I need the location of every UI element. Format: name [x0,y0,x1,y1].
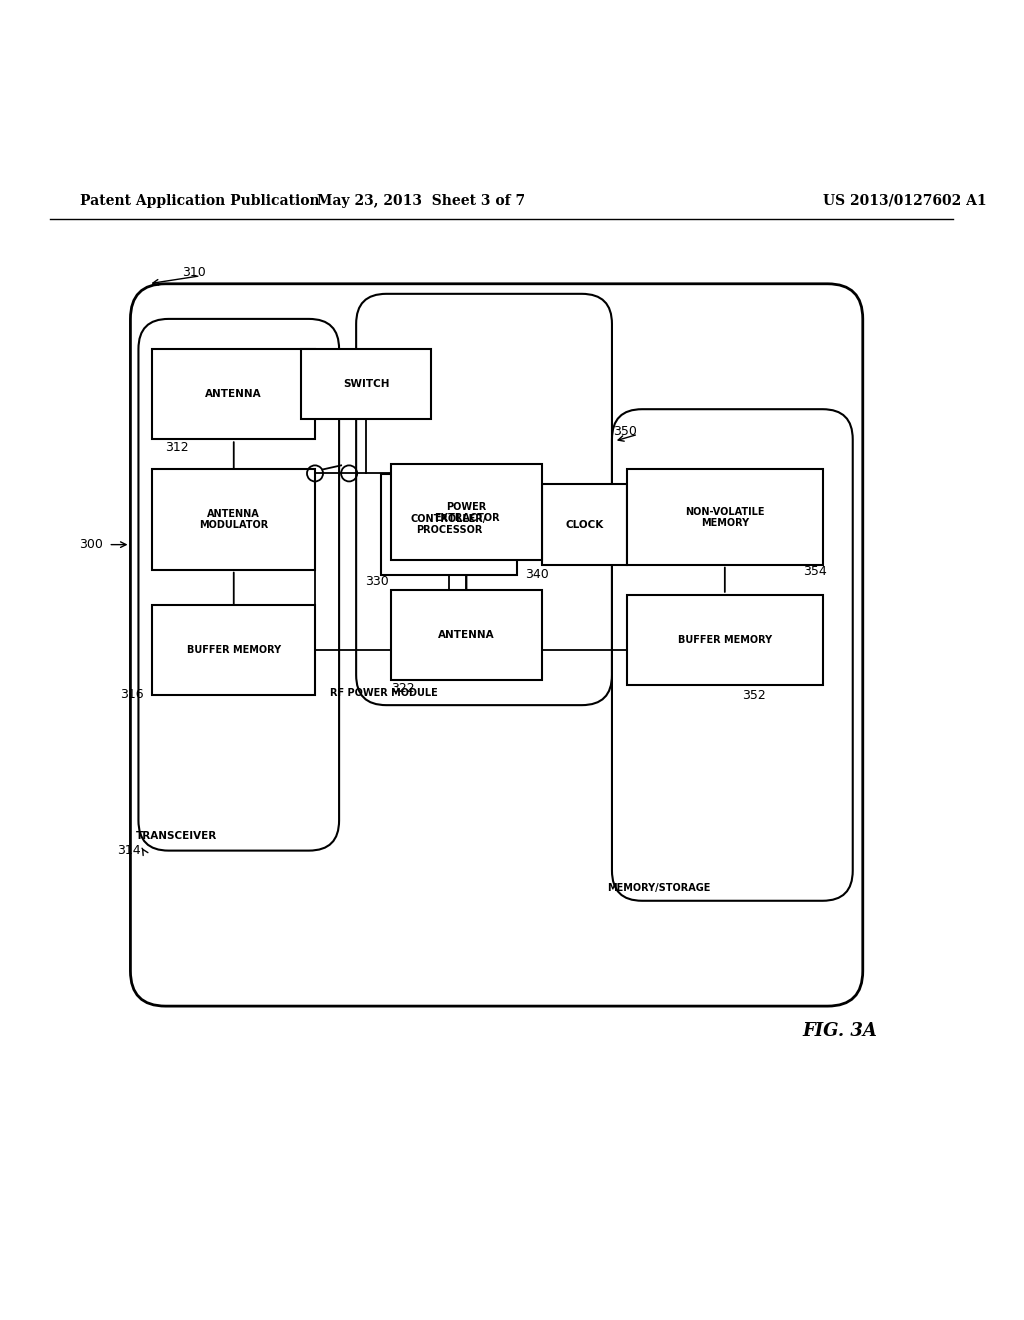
Text: 320: 320 [476,606,500,619]
Text: CONTROLLER/
PROCESSOR: CONTROLLER/ PROCESSOR [411,513,487,536]
Text: FIG. 3A: FIG. 3A [803,1022,878,1040]
Text: CLOCK: CLOCK [565,520,603,529]
Bar [153,348,315,440]
Text: 330: 330 [366,576,389,589]
Text: NON-VOLATILE
MEMORY: NON-VOLATILE MEMORY [685,507,765,528]
Text: 312: 312 [165,441,188,454]
Text: TRANSCEIVER: TRANSCEIVER [136,830,217,841]
FancyBboxPatch shape [612,409,853,900]
FancyBboxPatch shape [138,319,339,850]
Bar [381,474,517,574]
FancyBboxPatch shape [356,294,612,705]
Bar [391,465,542,560]
Text: Patent Application Publication: Patent Application Publication [80,194,319,207]
Bar [153,605,315,696]
Text: US 2013/0127602 A1: US 2013/0127602 A1 [822,194,986,207]
Bar [627,470,822,565]
Text: 340: 340 [525,568,549,581]
Text: 354: 354 [803,565,826,578]
Text: 314: 314 [117,843,140,857]
Text: RF POWER MODULE: RF POWER MODULE [331,688,438,698]
Text: 352: 352 [742,689,766,702]
Text: 310: 310 [182,267,206,280]
Text: ANTENNA: ANTENNA [438,630,495,640]
Text: May 23, 2013  Sheet 3 of 7: May 23, 2013 Sheet 3 of 7 [317,194,525,207]
Text: 324: 324 [543,506,567,517]
Text: MEMORY/STORAGE: MEMORY/STORAGE [607,883,711,892]
Text: 316: 316 [120,688,143,701]
Text: POWER
EXTRACTOR: POWER EXTRACTOR [434,502,500,523]
Text: 350: 350 [613,425,637,438]
Text: 322: 322 [391,681,415,694]
Text: ANTENNA: ANTENNA [206,389,262,399]
Text: BUFFER MEMORY: BUFFER MEMORY [186,645,281,655]
Bar [542,484,627,565]
Text: 360: 360 [336,395,359,408]
Bar [153,470,315,570]
Text: 300: 300 [80,539,103,552]
Bar [627,595,822,685]
Text: ANTENNA
MODULATOR: ANTENNA MODULATOR [199,508,268,531]
FancyBboxPatch shape [130,284,863,1006]
Bar [391,590,542,680]
Text: BUFFER MEMORY: BUFFER MEMORY [678,635,772,645]
Bar [301,348,431,420]
Text: SWITCH: SWITCH [343,379,389,389]
